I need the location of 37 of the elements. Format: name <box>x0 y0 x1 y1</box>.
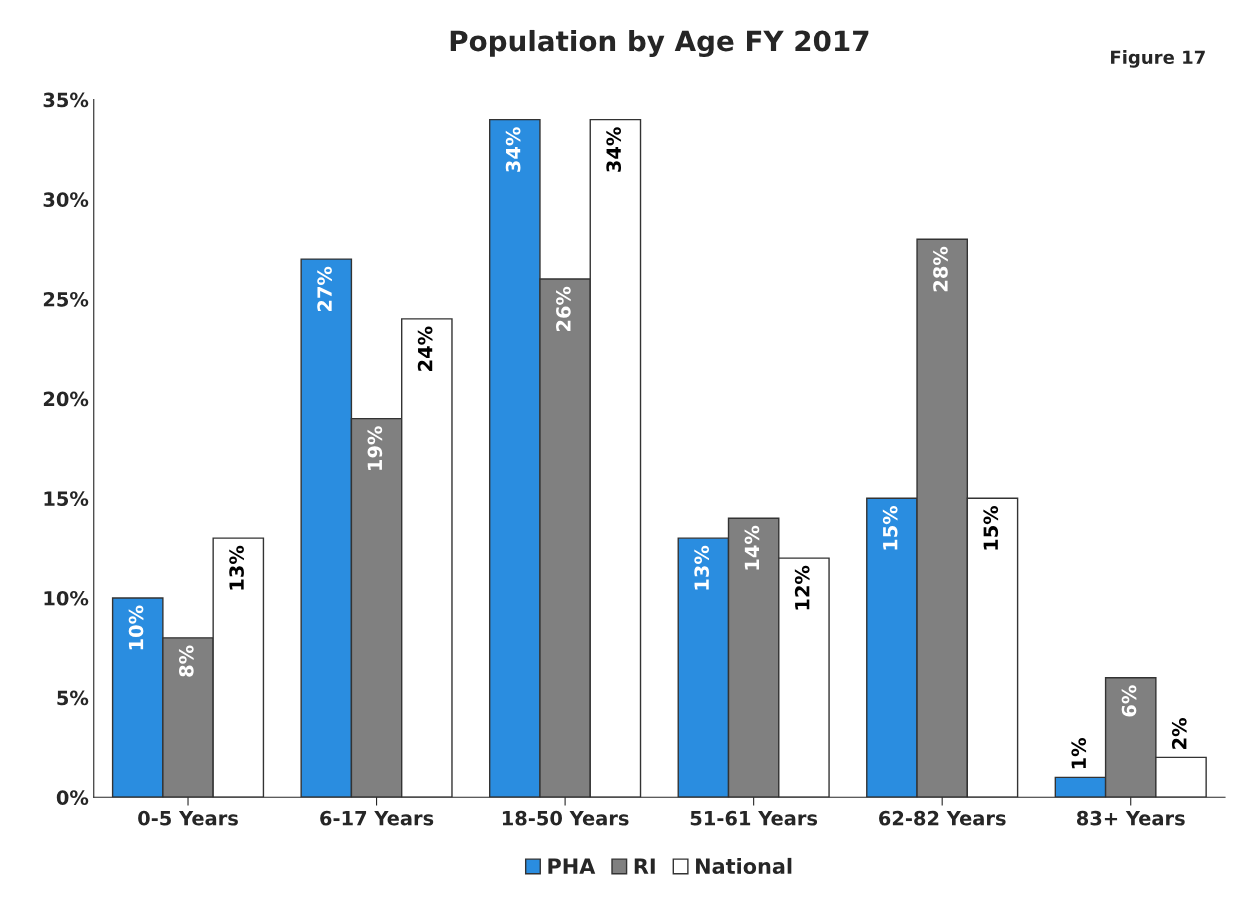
y-tick-label: 15% <box>44 491 89 506</box>
caption: Figure 17 <box>1111 50 1205 68</box>
data-label: 19% <box>367 426 383 470</box>
y-tick-label: 20% <box>43 391 89 407</box>
y-tick-label: 0% <box>56 790 89 805</box>
data-label: 24% <box>417 326 433 371</box>
legend-label: National <box>696 857 792 875</box>
data-label: 28% <box>933 246 948 292</box>
data-label: 8% <box>178 645 194 677</box>
x-tick-label: 51-61 Years <box>690 810 818 826</box>
y-tick-label: 30% <box>43 192 89 207</box>
data-label: 14% <box>744 525 760 570</box>
data-label: 6% <box>1121 685 1137 717</box>
data-label: 15% <box>882 505 898 550</box>
x-tick-label: 18-50 Years <box>502 810 629 826</box>
data-label: 10% <box>128 605 144 650</box>
y-tick-label: 10% <box>44 590 89 606</box>
legend-label: RI <box>634 858 655 874</box>
data-label: 1% <box>1071 737 1087 769</box>
data-label: 13% <box>694 545 710 590</box>
data-label: 34% <box>606 127 622 172</box>
x-tick-label: 6-17 Years <box>320 810 434 826</box>
y-tick-label: 5% <box>57 690 89 706</box>
data-label: 34% <box>505 127 521 172</box>
data-label: 2% <box>1171 718 1187 749</box>
data-label: 12% <box>794 565 810 610</box>
data-label: 26% <box>556 286 571 332</box>
x-tick-label: 83+ Years <box>1076 810 1185 826</box>
y-tick-label: 25% <box>43 291 89 307</box>
y-tick-label: 35% <box>43 92 89 108</box>
data-label: 13% <box>229 545 244 590</box>
x-tick-label: 0-5 Years <box>138 810 238 826</box>
chart-title: Population by Age FY 2017 <box>450 29 869 58</box>
data-label: 15% <box>983 505 999 550</box>
data-label: 27% <box>317 266 332 312</box>
legend-label: PHA <box>548 858 596 874</box>
x-tick-label: 62-82 Years <box>879 810 1006 826</box>
